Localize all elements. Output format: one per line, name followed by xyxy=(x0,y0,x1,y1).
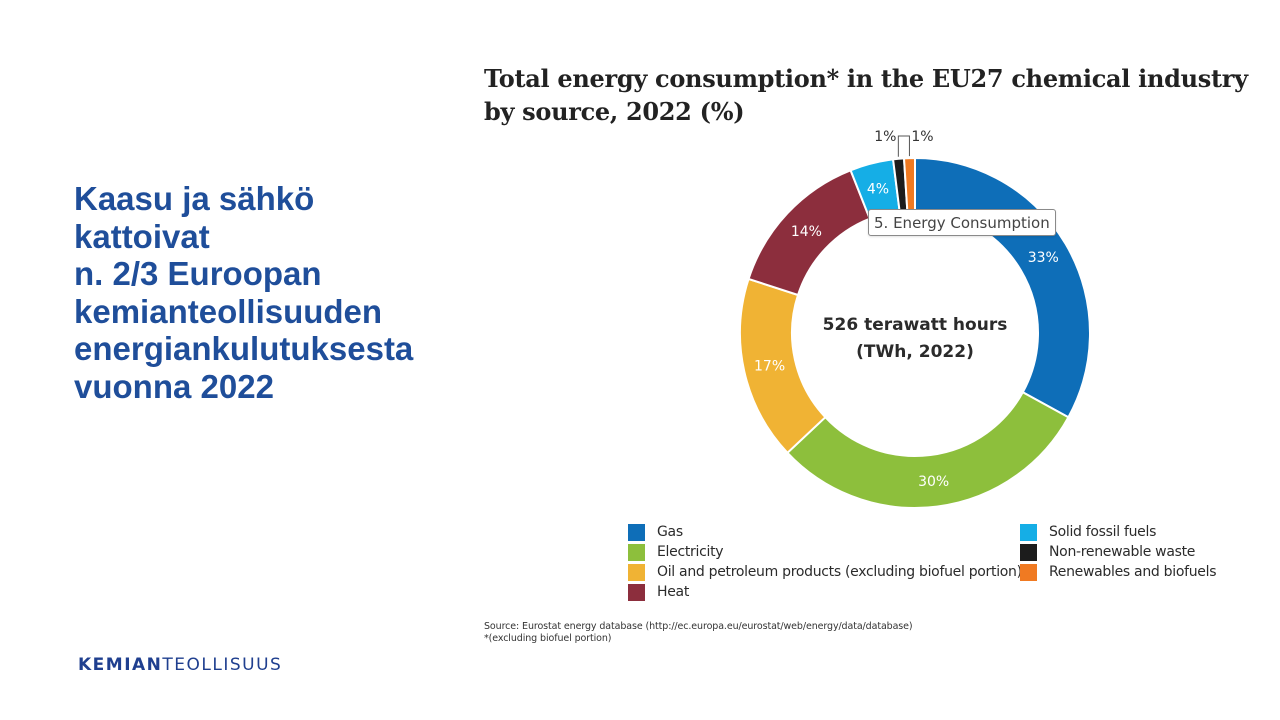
legend-label-solid-fossil: Solid fossil fuels xyxy=(1049,524,1157,540)
source-line: Source: Eurostat energy database (http:/… xyxy=(484,621,913,632)
legend-swatch-gas xyxy=(628,524,645,541)
headline-line: n. 2/3 Euroopan xyxy=(74,255,322,292)
slice-leader-line xyxy=(897,135,909,157)
source-line: *(excluding biofuel portion) xyxy=(484,633,612,644)
donut-center-label: 526 terawatt hours xyxy=(823,315,1008,335)
legend-swatch-renewables xyxy=(1020,564,1037,581)
legend-label-oil: Oil and petroleum products (excluding bi… xyxy=(657,564,1022,580)
legend-label-renewables: Renewables and biofuels xyxy=(1049,564,1217,580)
chart-title-line: Total energy consumption* in the EU27 ch… xyxy=(484,64,1248,93)
slice-value-label: 1% xyxy=(911,129,933,145)
slice-value-label: 1% xyxy=(874,129,896,145)
slice-value-label: 30% xyxy=(918,474,949,490)
legend-swatch-solid-fossil xyxy=(1020,524,1037,541)
slice-leader-line xyxy=(899,135,910,157)
slide-headline: Kaasu ja sähkö kattoivat n. 2/3 Euroopan… xyxy=(74,180,474,405)
legend-label-non-renewable-waste: Non-renewable waste xyxy=(1049,544,1196,560)
headline-line: kattoivat xyxy=(74,217,210,255)
legend-swatch-oil xyxy=(628,564,645,581)
legend-label-gas: Gas xyxy=(657,524,683,540)
donut-center-label: (TWh, 2022) xyxy=(856,342,974,362)
donut-slice-0 xyxy=(914,156,1091,419)
chart-source-note: Source: Eurostat energy database (http:/… xyxy=(484,621,913,645)
chart-title-line: by source, 2022 (%) xyxy=(484,97,745,126)
slice-value-label: 17% xyxy=(754,359,785,375)
slice-value-label: 33% xyxy=(1028,250,1059,266)
logo-bold-part: KEMIAN xyxy=(78,655,163,675)
legend-swatch-electricity xyxy=(628,544,645,561)
legend-swatch-non-renewable-waste xyxy=(1020,544,1037,561)
legend-swatch-heat xyxy=(628,584,645,601)
legend-label-electricity: Electricity xyxy=(657,544,724,560)
donut-slice-1 xyxy=(786,390,1070,509)
slice-value-label: 4% xyxy=(867,182,889,198)
slice-value-label: 14% xyxy=(791,224,822,240)
headline-line: vuonna 2022 xyxy=(74,367,274,405)
kemianteollisuus-logo: KEMIANTEOLLISUUS xyxy=(78,655,282,675)
headline-line: energiankulutuksesta xyxy=(74,330,414,367)
headline-line: kemianteollisuuden xyxy=(74,292,383,330)
legend-label-heat: Heat xyxy=(657,584,690,600)
logo-regular-part: TEOLLISUUS xyxy=(162,655,283,675)
chart-tooltip: 5. Energy Consumption xyxy=(868,209,1056,236)
chart-title: Total energy consumption* in the EU27 ch… xyxy=(484,62,1264,128)
headline-line: Kaasu ja sähkö xyxy=(74,180,315,217)
